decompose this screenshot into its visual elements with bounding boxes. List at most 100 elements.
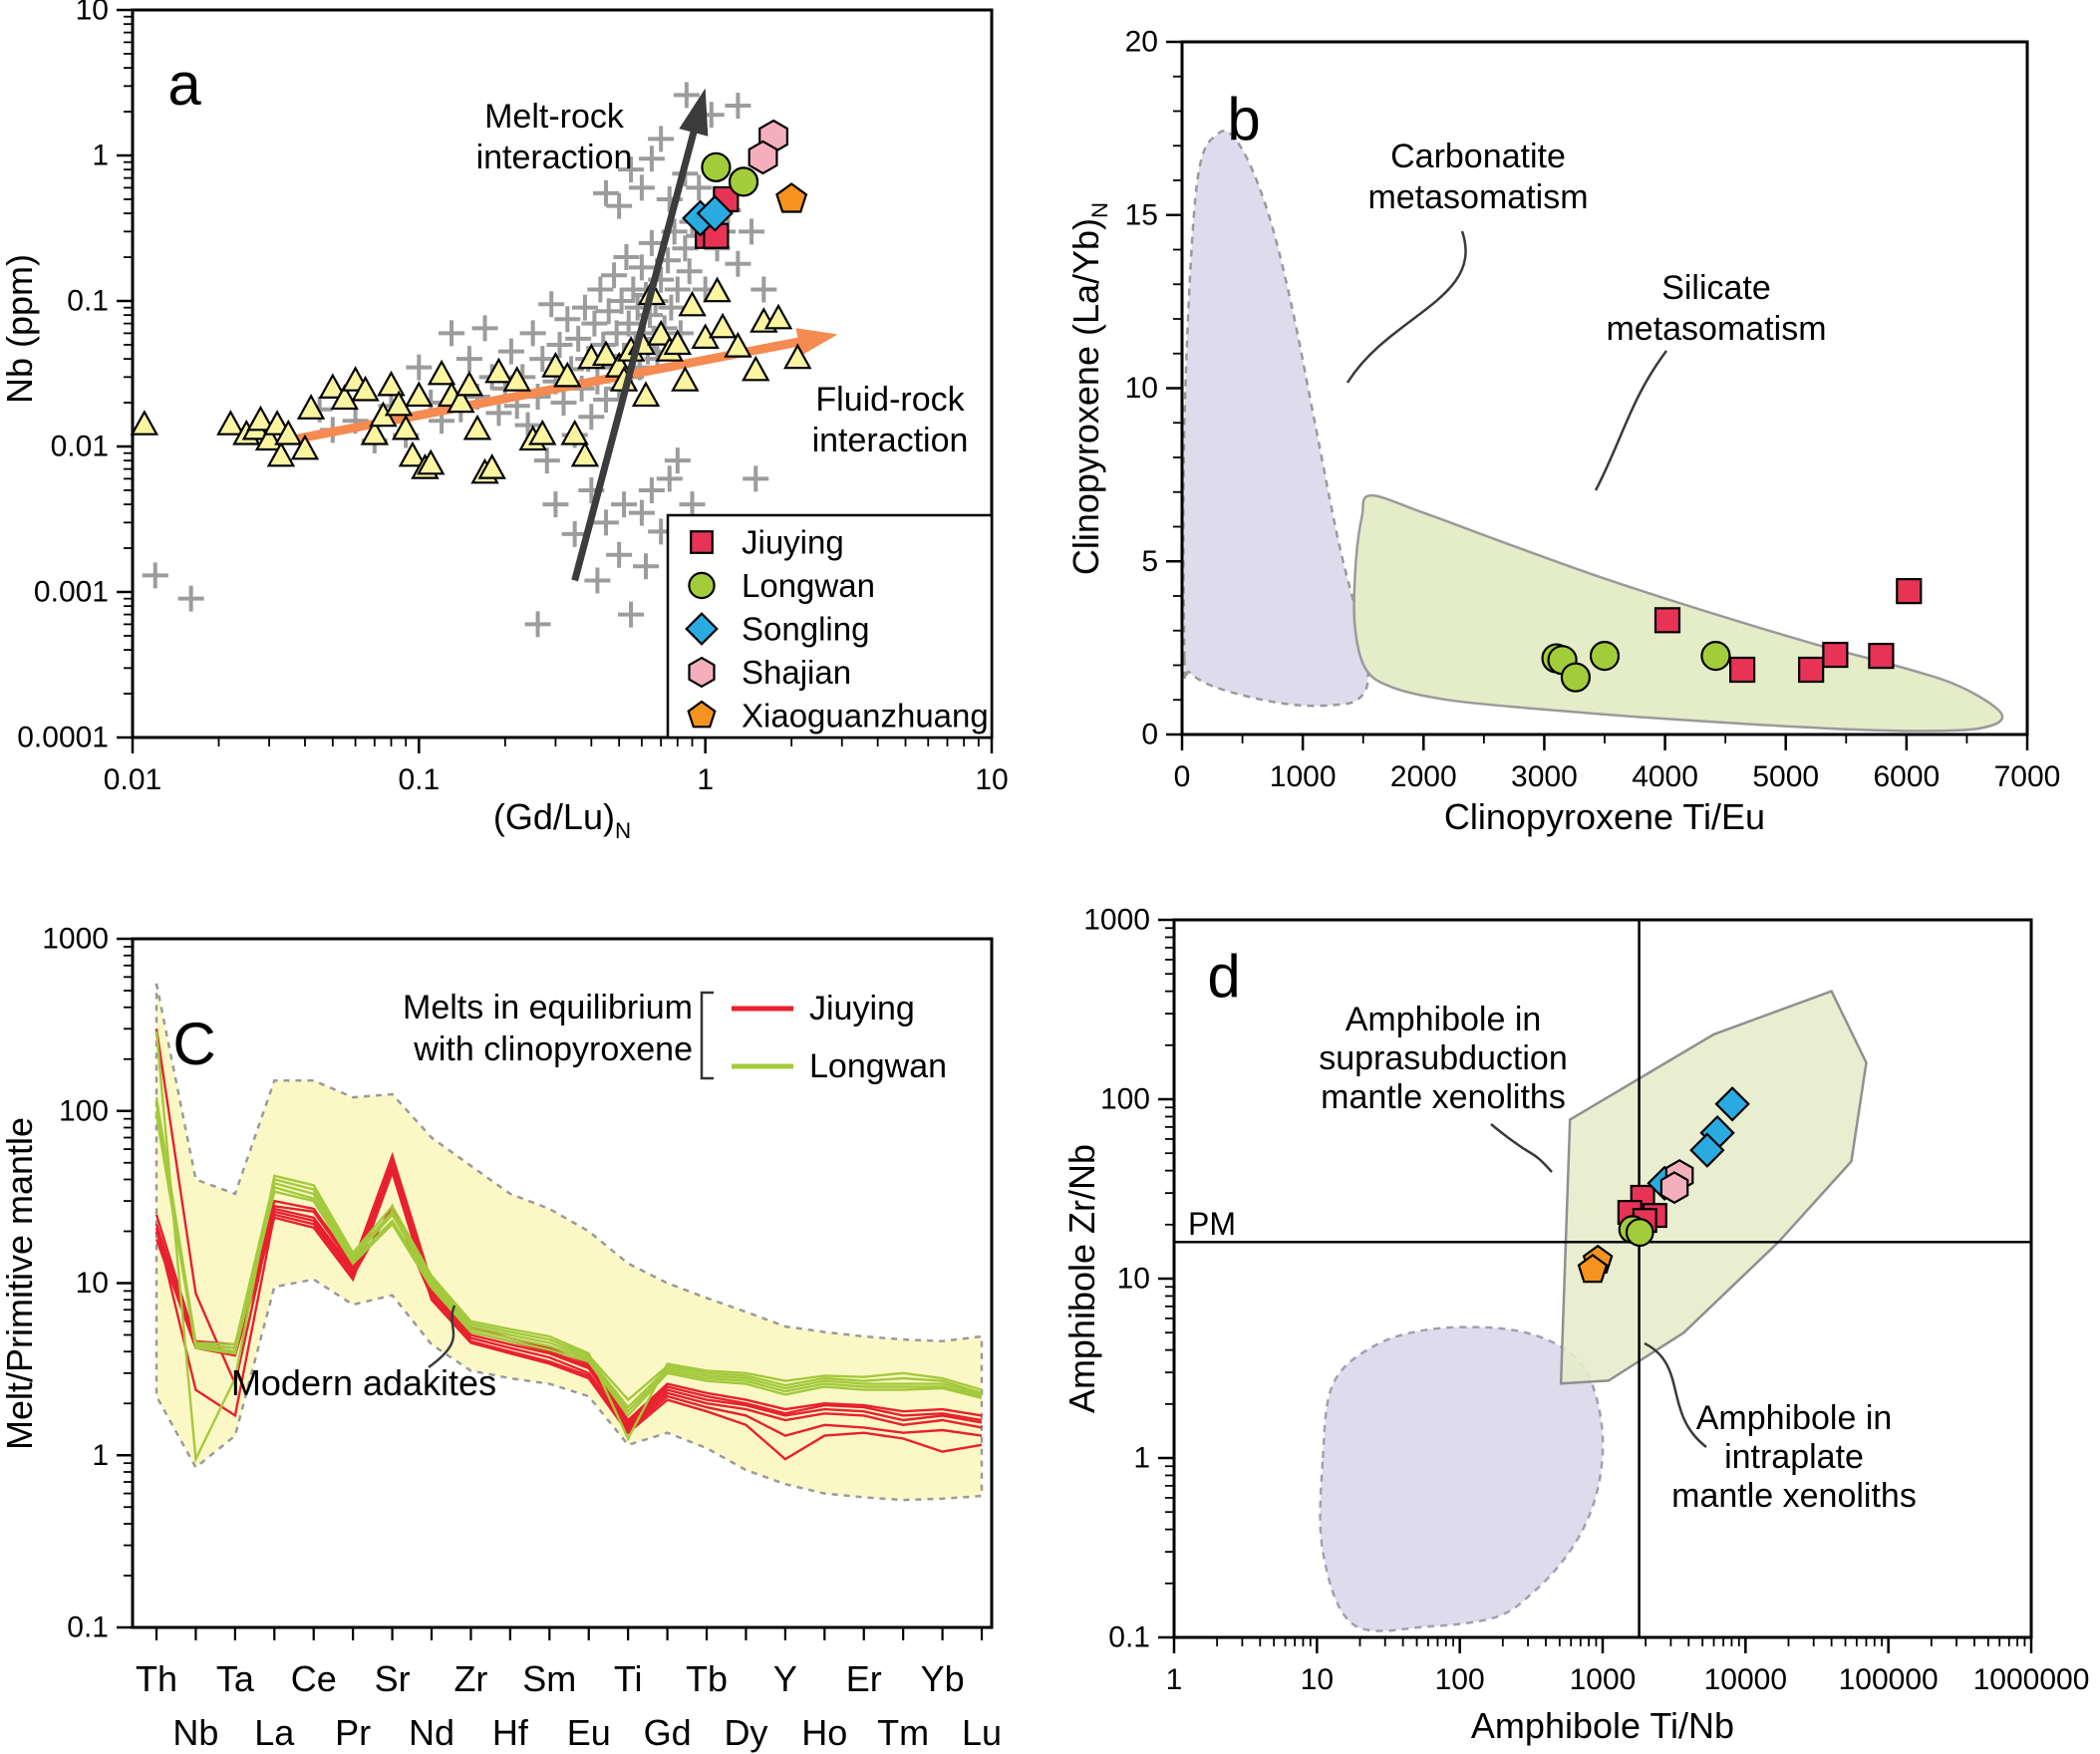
spider-line-longwan: [154, 1114, 983, 1418]
plus-marker: [658, 294, 685, 321]
triangle-marker: [703, 276, 732, 303]
legend-label: Longwan: [742, 567, 875, 604]
series-xiaoguanzhuang: [1577, 1244, 1614, 1284]
panel-letter: C: [172, 1011, 215, 1077]
y-tick-label: 100: [59, 1094, 109, 1127]
triangle-marker: [553, 361, 582, 388]
y-tick-label: 0.1: [1108, 1621, 1150, 1654]
plus-marker: [672, 235, 699, 262]
spider-line-longwan: [154, 1103, 983, 1409]
triangle-marker: [724, 331, 752, 358]
element-label: Nd: [409, 1712, 454, 1753]
triangle-marker: [405, 381, 434, 408]
plus-marker: [538, 291, 565, 318]
suprasubduction-label: mantle xenoliths: [1321, 1078, 1566, 1116]
legend-label: Shajian: [742, 654, 851, 691]
plus-marker: [725, 93, 751, 120]
plus-marker: [618, 156, 645, 183]
triangle-marker: [678, 290, 707, 317]
plus-marker: [739, 218, 765, 245]
element-label: Nb: [172, 1712, 218, 1753]
silicate-label: Silicate: [1661, 269, 1771, 307]
triangle-marker: [130, 410, 159, 436]
legend-title: with clinopyroxene: [413, 1030, 693, 1068]
arrow-shaft: [571, 128, 699, 582]
series-longwan: [1541, 641, 1731, 693]
legend-marker-diamond: [685, 612, 719, 646]
plus-marker: [628, 174, 655, 201]
element-label: La: [254, 1712, 295, 1753]
element-label: Dy: [724, 1712, 767, 1753]
plus-marker: [578, 404, 605, 431]
square-marker-jiuying: [1896, 578, 1923, 605]
plus-marker: [628, 254, 655, 281]
panel-c-legend: Melts in equilibrium with clinopyroxene Ji…: [403, 989, 947, 1085]
y-axis-title: Amphibole Zr/Nb: [1061, 1144, 1102, 1413]
axis-title-subscript: N: [615, 818, 631, 843]
suprasubduction-label: suprasubduction: [1319, 1039, 1568, 1077]
legend-marker-square: [690, 530, 714, 554]
pentagon-marker-xiaoguanzhuang: [775, 182, 808, 213]
intraplate-label: mantle xenoliths: [1671, 1477, 1917, 1515]
x-tick-label: 2000: [1390, 760, 1457, 793]
triangle-marker: [708, 312, 738, 339]
triangle-marker: [570, 440, 600, 467]
element-label: Ho: [801, 1712, 847, 1753]
plus-marker: [606, 541, 633, 568]
triangle-marker: [631, 381, 661, 408]
element-label: Sr: [375, 1658, 411, 1699]
y-tick-label: 100: [1100, 1083, 1150, 1116]
hexagon-marker-shajian: [1659, 1171, 1689, 1205]
plus-marker: [542, 491, 569, 518]
triangle-marker: [541, 352, 570, 378]
triangle-marker: [296, 394, 326, 420]
suprasubduction-leader-line: [1490, 1123, 1553, 1173]
carbonatite-metasomatism-field: [1182, 130, 1369, 708]
triangle-marker: [216, 410, 245, 436]
legend: Jiuying Longwan Songling Shajian Xiaoguanzhu…: [666, 513, 994, 739]
plus-marker: [615, 310, 642, 337]
axis-title-main: Clinopyroxene Ti/Eu: [1444, 796, 1765, 837]
triangle-marker: [763, 303, 793, 330]
square-marker-jiuying: [1653, 607, 1681, 634]
pentagon-marker-xiaoguanzhuang: [1577, 1254, 1609, 1284]
plus-marker: [533, 447, 560, 474]
circle-marker-longwan: [1589, 641, 1621, 672]
plus-marker: [593, 509, 620, 536]
x-tick-label: 5000: [1752, 760, 1819, 793]
circle-marker-longwan: [701, 151, 732, 182]
series-xiaoguanzhuang: [775, 182, 808, 213]
plus-marker: [664, 276, 691, 303]
diamond-marker-songling: [1689, 1132, 1725, 1168]
element-label: Pr: [335, 1712, 371, 1753]
y-axis-title: Melt/Primitive mantle: [0, 1117, 40, 1450]
triangle-marker: [560, 419, 589, 445]
plus-marker: [743, 465, 769, 492]
element-label: Zr: [453, 1658, 487, 1699]
legend-title: Melts in equilibrium: [403, 989, 693, 1026]
plus-marker: [750, 276, 777, 303]
triangle-marker: [274, 419, 303, 445]
plus-marker: [519, 320, 546, 347]
triangle-marker: [330, 384, 359, 411]
legend-bracket: [700, 991, 714, 1080]
plus-marker: [142, 562, 168, 589]
legend-label: Longwan: [809, 1047, 947, 1085]
axis-title-main: Melt/Primitive mantle: [0, 1117, 40, 1450]
plus-marker: [648, 126, 675, 152]
x-axis-title: Amphibole Ti/Nb: [1471, 1705, 1734, 1746]
y-tick-label: 0.1: [67, 285, 109, 318]
x-tick-label: 1000: [1270, 760, 1337, 793]
y-tick-label: 20: [1125, 26, 1158, 59]
plus-marker: [664, 447, 691, 474]
suprasubduction-label: Amphibole in: [1346, 1001, 1542, 1038]
series-lines-longwan: [154, 1030, 983, 1464]
plus-marker: [561, 520, 588, 547]
y-tick-label: 0.001: [34, 576, 109, 609]
plus-marker: [587, 276, 614, 303]
spider-line-jiuying: [154, 1165, 983, 1430]
element-label: Y: [773, 1658, 797, 1699]
modern-adakites-band: [154, 983, 984, 1502]
